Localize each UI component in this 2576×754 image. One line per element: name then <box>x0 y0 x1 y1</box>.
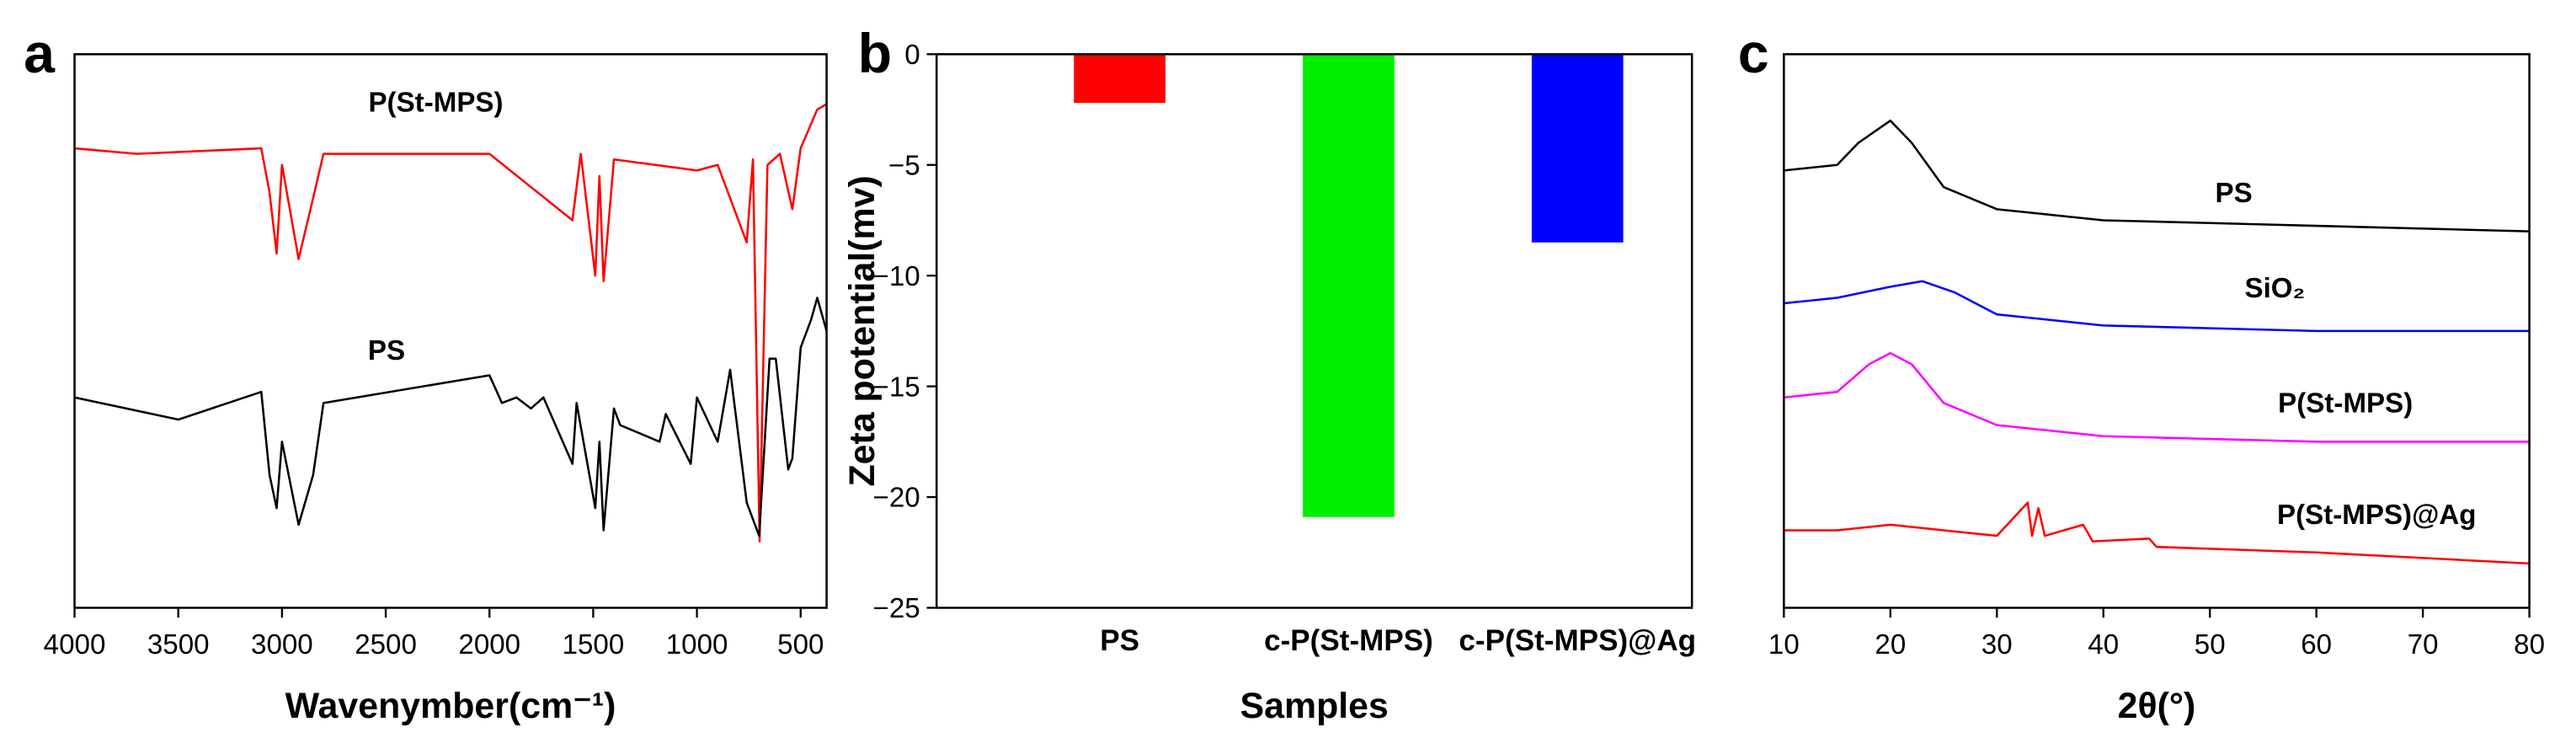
bar <box>1074 54 1166 104</box>
x-tick-label: 30 <box>1981 629 2013 660</box>
x-tick-label: 80 <box>2514 629 2545 660</box>
x-tick-label: 500 <box>777 629 824 660</box>
x-tick-label: 3500 <box>147 629 210 660</box>
panel-label: b <box>858 23 893 85</box>
series-label: P(St-MPS)@Ag <box>2277 500 2477 531</box>
series-label: SiO₂ <box>2244 273 2305 304</box>
panel-label: c <box>1738 23 1769 85</box>
series-label: PS <box>368 335 405 366</box>
x-tick-label: 1000 <box>666 629 728 660</box>
spectrum-line <box>74 297 828 537</box>
y-tick-label: −25 <box>873 593 920 624</box>
spectrum-line <box>74 103 828 543</box>
x-tick-label: 20 <box>1875 629 1906 660</box>
bar <box>1303 54 1395 517</box>
x-tick-label: 10 <box>1768 629 1800 660</box>
bar <box>1531 54 1624 243</box>
series-label: PS <box>2216 178 2253 209</box>
x-tick-label: 3000 <box>251 629 313 660</box>
x-tick-label: 4000 <box>44 629 106 660</box>
y-tick-label: −5 <box>888 150 920 181</box>
plot-frame <box>935 53 1693 609</box>
plot-frame <box>73 53 828 609</box>
y-tick-label: −10 <box>873 261 920 292</box>
x-tick-label: 50 <box>2195 629 2226 660</box>
spectrum-line <box>1784 280 2530 333</box>
y-tick-label: 0 <box>904 40 920 71</box>
x-axis-title: Samples <box>1240 686 1389 726</box>
x-tick-label: PS <box>1100 624 1139 657</box>
x-tick-label: 2500 <box>355 629 417 660</box>
x-axis-title: Wavenymber(cm⁻¹) <box>285 686 616 726</box>
panel-label: a <box>24 23 56 85</box>
x-tick-label: 2000 <box>458 629 520 660</box>
y-axis-title: Zeta potential(mv) <box>842 175 883 486</box>
spectrum-line <box>1784 501 2530 565</box>
plot-frame <box>1783 53 2531 609</box>
x-tick-label: c-P(St-MPS) <box>1264 624 1433 657</box>
x-tick-label: 1500 <box>563 629 625 660</box>
spectrum-line <box>1784 351 2530 443</box>
x-tick-label: 70 <box>2408 629 2439 660</box>
x-tick-label: c-P(St-MPS)@Ag <box>1459 624 1696 657</box>
series-label: P(St-MPS) <box>2278 388 2413 419</box>
y-tick-label: −20 <box>873 483 920 514</box>
x-axis-title: 2θ(°) <box>2118 686 2196 726</box>
x-tick-label: 40 <box>2088 629 2119 660</box>
series-label: P(St-MPS) <box>368 88 503 119</box>
x-tick-label: 60 <box>2301 629 2332 660</box>
y-tick-label: −15 <box>873 372 920 403</box>
spectrum-line <box>1784 119 2530 233</box>
